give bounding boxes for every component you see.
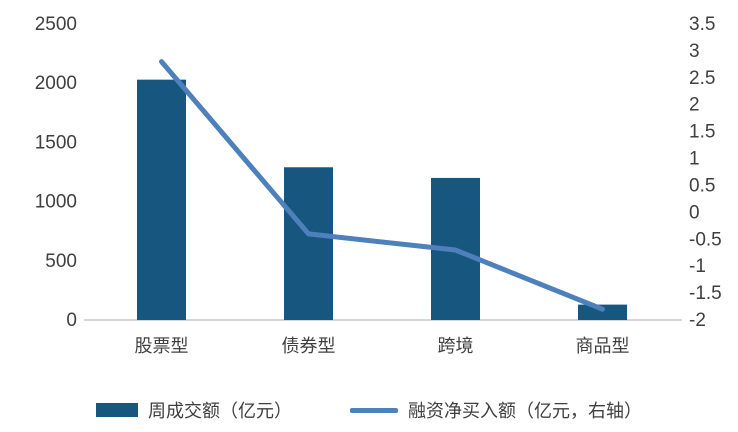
right-axis-tick-1: 1 bbox=[689, 149, 700, 170]
bar-series-label: 周成交额（亿元） bbox=[148, 401, 292, 421]
bar-3 bbox=[578, 304, 627, 320]
legend-item-line-series: 融资净买入额（亿元，右轴） bbox=[350, 397, 642, 423]
right-axis-tick-1.5: 1.5 bbox=[689, 122, 715, 143]
left-axis-tick-2000: 2000 bbox=[35, 73, 77, 94]
category-label-1: 债券型 bbox=[282, 336, 336, 356]
right-axis-tick-2: 2 bbox=[689, 95, 700, 116]
category-label-3: 商品型 bbox=[576, 336, 630, 356]
right-axis-tick--2: -2 bbox=[689, 310, 706, 331]
category-label-2: 跨境 bbox=[438, 336, 474, 356]
right-axis-tick-0: 0 bbox=[689, 202, 700, 223]
line-series-label: 融资净买入额（亿元，右轴） bbox=[408, 401, 642, 421]
left-axis-tick-2500: 2500 bbox=[35, 14, 77, 35]
line-series-swatch bbox=[350, 407, 398, 413]
left-axis-tick-500: 500 bbox=[45, 251, 77, 272]
bar-0 bbox=[137, 79, 186, 320]
right-axis-tick--1: -1 bbox=[689, 256, 706, 277]
right-axis-tick--0.5: -0.5 bbox=[689, 229, 722, 250]
right-axis-tick-0.5: 0.5 bbox=[689, 175, 715, 196]
right-axis-tick-3.5: 3.5 bbox=[689, 14, 715, 35]
right-axis-tick--1.5: -1.5 bbox=[689, 283, 722, 304]
chart-legend: 周成交额（亿元） 融资净买入额（亿元，右轴） bbox=[0, 383, 738, 432]
line-series bbox=[159, 59, 605, 312]
legend-item-bar-series: 周成交额（亿元） bbox=[96, 397, 292, 423]
left-axis-tick-0: 0 bbox=[66, 310, 77, 331]
right-axis-tick-3: 3 bbox=[689, 41, 700, 62]
left-axis-tick-1500: 1500 bbox=[35, 132, 77, 153]
bar-1 bbox=[284, 167, 333, 320]
bar-series-swatch bbox=[96, 403, 138, 417]
category-label-0: 股票型 bbox=[135, 336, 189, 356]
combo-chart: 0 500 1000 1500 2000 2500 -2 -1.5 -1 -0.5 0 0.5 1 1.5… bbox=[35, 14, 722, 356]
left-axis-tick-1000: 1000 bbox=[35, 192, 77, 213]
right-axis-tick-2.5: 2.5 bbox=[689, 68, 715, 89]
